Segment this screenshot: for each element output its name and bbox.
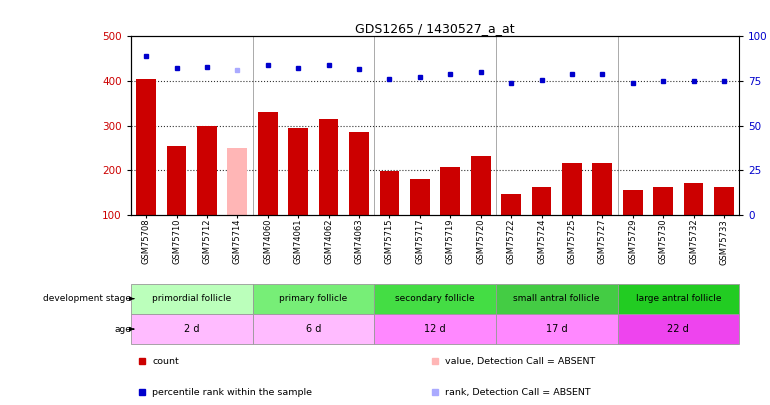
Text: primordial follicle: primordial follicle: [152, 294, 231, 303]
Text: value, Detection Call = ABSENT: value, Detection Call = ABSENT: [445, 357, 595, 366]
Text: development stage: development stage: [43, 294, 131, 303]
Bar: [136, 79, 156, 215]
Bar: [592, 163, 612, 215]
Bar: [258, 112, 278, 215]
Bar: [374, 314, 496, 344]
Bar: [618, 284, 739, 314]
Bar: [380, 171, 400, 215]
Text: large antral follicle: large antral follicle: [635, 294, 721, 303]
Bar: [496, 284, 618, 314]
Bar: [374, 284, 496, 314]
Text: small antral follicle: small antral follicle: [514, 294, 600, 303]
Text: 22 d: 22 d: [668, 324, 689, 334]
Bar: [562, 163, 582, 215]
Bar: [410, 179, 430, 215]
Bar: [166, 145, 186, 215]
Text: primary follicle: primary follicle: [280, 294, 347, 303]
Text: percentile rank within the sample: percentile rank within the sample: [152, 388, 313, 397]
Bar: [253, 284, 374, 314]
Text: 6 d: 6 d: [306, 324, 321, 334]
Text: secondary follicle: secondary follicle: [395, 294, 475, 303]
Bar: [623, 190, 643, 215]
Bar: [501, 194, 521, 215]
Bar: [131, 314, 253, 344]
Bar: [618, 314, 739, 344]
Bar: [684, 183, 704, 215]
Text: 2 d: 2 d: [184, 324, 199, 334]
Bar: [227, 148, 247, 215]
Bar: [288, 128, 308, 215]
Bar: [197, 126, 217, 215]
Text: 17 d: 17 d: [546, 324, 567, 334]
Bar: [470, 156, 490, 215]
Bar: [440, 167, 460, 215]
Text: count: count: [152, 357, 179, 366]
Text: 12 d: 12 d: [424, 324, 446, 334]
Bar: [531, 187, 551, 215]
Text: age: age: [114, 324, 131, 334]
Bar: [131, 284, 253, 314]
Bar: [319, 119, 339, 215]
Bar: [714, 187, 734, 215]
Bar: [349, 132, 369, 215]
Bar: [653, 187, 673, 215]
Title: GDS1265 / 1430527_a_at: GDS1265 / 1430527_a_at: [355, 22, 515, 35]
Bar: [496, 314, 618, 344]
Bar: [253, 314, 374, 344]
Text: rank, Detection Call = ABSENT: rank, Detection Call = ABSENT: [445, 388, 591, 397]
